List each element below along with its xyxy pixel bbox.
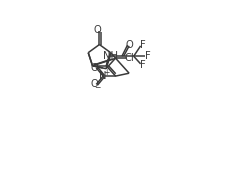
Text: −: − bbox=[94, 83, 100, 92]
Text: O: O bbox=[91, 63, 98, 73]
Text: F: F bbox=[140, 60, 146, 70]
Text: O: O bbox=[126, 40, 134, 50]
Text: +: + bbox=[103, 68, 109, 77]
Text: O: O bbox=[91, 79, 98, 89]
Text: O: O bbox=[94, 25, 101, 35]
Text: F: F bbox=[145, 51, 150, 61]
Text: N: N bbox=[99, 71, 107, 81]
Text: F: F bbox=[140, 40, 146, 50]
Text: Cl: Cl bbox=[124, 53, 134, 63]
Text: NH: NH bbox=[103, 51, 118, 61]
